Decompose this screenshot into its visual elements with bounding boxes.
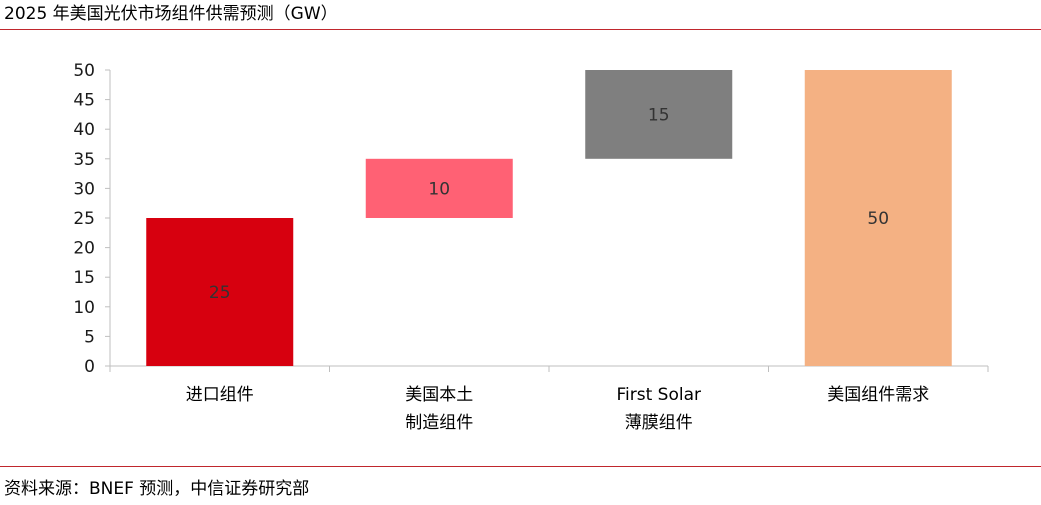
bar	[365, 158, 513, 218]
category-label: 进口组件	[186, 385, 254, 405]
source-note: 资料来源：BNEF 预测，中信证券研究部	[4, 479, 310, 499]
category-label: 制造组件	[405, 413, 473, 433]
y-tick-label: 40	[73, 120, 95, 140]
data-label: 50	[867, 209, 889, 229]
chart-title: 2025 年美国光伏市场组件供需预测（GW）	[4, 4, 338, 24]
y-tick-label: 20	[73, 239, 95, 259]
y-tick-label: 5	[84, 327, 95, 347]
title-rule	[0, 29, 1041, 30]
bar	[585, 70, 733, 159]
y-tick-label: 35	[73, 150, 95, 170]
y-tick-label: 30	[73, 179, 95, 199]
category-label: 薄膜组件	[625, 413, 693, 433]
y-tick-label: 45	[73, 91, 95, 111]
category-label: 美国组件需求	[827, 385, 929, 405]
data-label: 10	[428, 179, 450, 199]
y-tick-label: 25	[73, 209, 95, 229]
y-tick-label: 10	[73, 298, 95, 318]
y-tick-label: 15	[73, 268, 95, 288]
data-label: 25	[209, 283, 231, 303]
y-tick-label: 0	[84, 357, 95, 377]
bar	[804, 70, 952, 366]
category-label: First Solar	[616, 385, 701, 405]
category-label: 美国本土	[405, 385, 473, 405]
data-label: 15	[648, 105, 670, 125]
y-tick-label: 50	[73, 61, 95, 81]
bar	[146, 218, 294, 366]
source-rule	[0, 466, 1041, 467]
